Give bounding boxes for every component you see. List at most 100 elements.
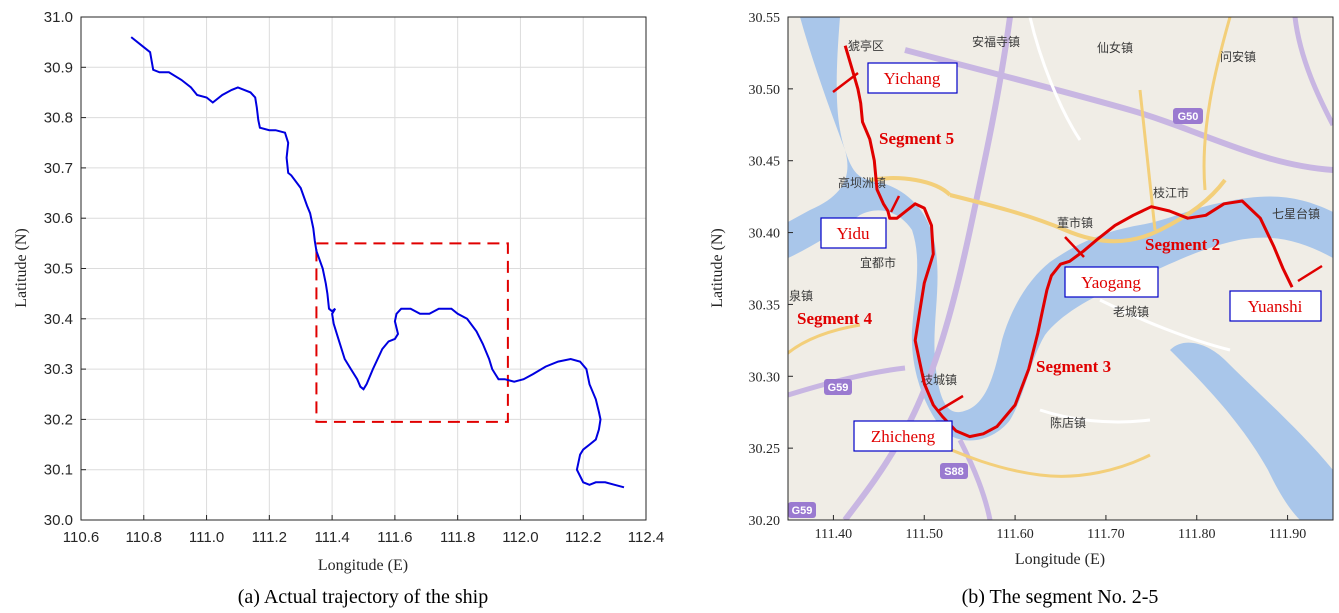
place-laocheng: 老城镇 — [1113, 305, 1149, 319]
marker-yidu — [889, 195, 901, 213]
segment-4-label: Segment 4 — [797, 309, 873, 328]
panel-b-xtick-label: 111.40 — [815, 527, 852, 542]
panel-a-xtick-label: 111.8 — [440, 529, 475, 546]
panel-b-axes-frame — [787, 16, 1334, 521]
panel-a-ytick-label: 30.7 — [44, 160, 73, 177]
panel-a-ytick-label: 30.9 — [44, 59, 73, 76]
panel-b-ticks: 111.40 111.50 111.60 111.70 111.80 111.90 30.2… — [749, 11, 1307, 542]
location-box-zhicheng — [853, 420, 953, 452]
panel-a-xtick-label: 111.0 — [189, 529, 224, 546]
map-expressway-4 — [957, 438, 993, 520]
panel-a-xtick-label: 112.0 — [502, 529, 538, 546]
road-shield-s88-label: S88 — [944, 466, 964, 478]
segment-boundary-markers — [832, 72, 1323, 413]
panel-b-ylabel: Latitude (N) — [709, 228, 726, 308]
panel-a-ytick-label: 31.0 — [44, 9, 73, 26]
panel-b-xtick-label: 111.50 — [906, 527, 943, 542]
place-zhijiang: 枝江市 — [1153, 185, 1189, 200]
location-box-yaogang — [1064, 266, 1159, 298]
map-highway-1 — [949, 178, 1227, 244]
place-zhichengzhen: 枝城镇 — [921, 372, 957, 387]
place-chendian: 陈店镇 — [1050, 415, 1086, 430]
segment-3-label: Segment 3 — [1036, 357, 1111, 376]
panel-b-ytick-label: 30.35 — [749, 298, 781, 313]
panel-a-trajectory-line — [130, 36, 625, 489]
panel-a-ytick-label: 30.4 — [44, 311, 73, 328]
panel-b-ytick-label: 30.20 — [749, 514, 781, 529]
place-wenan: 问安镇 — [1220, 49, 1256, 64]
panel-a-ytick-label: 30.6 — [44, 210, 73, 227]
map-street-2 — [1099, 298, 1231, 352]
location-yidu: Yidu — [836, 224, 870, 243]
panel-a: 110.6 110.8 111.0 111.2 111.4 111.6 111.8 112.0… — [13, 9, 664, 608]
location-yaogang: Yaogang — [1081, 273, 1141, 292]
panel-a-ytick-label: 30.0 — [44, 512, 73, 529]
location-box-yuanshi — [1229, 290, 1322, 322]
panel-b-ytick-label: 30.45 — [749, 155, 781, 170]
panel-a-ytick-label: 30.5 — [44, 261, 73, 278]
panel-a-xtick-label: 110.6 — [63, 529, 99, 546]
segment-labels: Segment 2 Segment 3 Segment 4 Segment 5 — [797, 129, 1220, 376]
panel-a-xtick-label: 111.2 — [252, 529, 287, 546]
segment-2-label: Segment 2 — [1145, 235, 1220, 254]
road-shield-g59-a — [824, 379, 852, 395]
map-highway-5 — [1202, 17, 1232, 191]
segment-5-label: Segment 5 — [879, 129, 954, 148]
map-expressway-5 — [1292, 17, 1333, 127]
panel-b-ytick-label: 30.30 — [749, 370, 781, 385]
panel-a-xtick-label: 111.4 — [314, 529, 349, 546]
marker-yaogang — [1064, 236, 1085, 258]
map-expressway-2 — [842, 17, 1013, 520]
road-shield-s88 — [940, 463, 968, 479]
panel-b-ytick-label: 30.55 — [749, 11, 781, 26]
panel-a-xtick-label: 112.2 — [565, 529, 601, 546]
panel-a-ytick-label: 30.8 — [44, 110, 73, 127]
panel-b-xtick-label: 111.70 — [1087, 527, 1124, 542]
panel-a-ticks: 110.6 110.8 111.0 111.2 111.4 111.6 111.8 112.0… — [44, 9, 664, 546]
place-qixingtai: 七星台镇 — [1272, 206, 1320, 221]
panel-a-caption: (a) Actual trajectory of the ship — [238, 586, 488, 608]
map-yangtze-river — [788, 17, 1333, 441]
place-yidushi: 宜都市 — [860, 255, 896, 270]
panel-a-ylabel: Latitude (N) — [13, 228, 30, 308]
map-highway-4 — [929, 438, 1151, 478]
panel-b-caption: (b) The segment No. 2-5 — [962, 586, 1159, 608]
marker-yichang — [832, 72, 859, 93]
road-shield-g59-b — [788, 502, 816, 518]
location-box-yichang — [867, 62, 958, 94]
map-river-branch — [1170, 342, 1333, 520]
panel-b-ytick-label: 30.25 — [749, 442, 781, 457]
road-shield-g59-b-label: G59 — [792, 505, 813, 517]
map-street-3 — [1039, 408, 1151, 424]
panel-a-xtick-label: 111.6 — [377, 529, 412, 546]
map-highway-3 — [869, 176, 952, 197]
road-shield-g50 — [1173, 108, 1203, 124]
panel-a-ytick-label: 30.1 — [44, 462, 73, 479]
panel-b-xtick-label: 111.60 — [996, 527, 1033, 542]
location-yuanshi: Yuanshi — [1248, 297, 1303, 316]
place-xiaoting: 猇亭区 — [848, 38, 884, 53]
panel-b-ytick-label: 30.50 — [749, 83, 781, 98]
map-expressway-3 — [788, 365, 906, 398]
place-xiannv: 仙女镇 — [1097, 40, 1133, 55]
map-highway-2 — [1138, 89, 1157, 231]
map-expressway-1 — [904, 47, 1333, 173]
panel-b-xtick-label: 111.90 — [1269, 527, 1306, 542]
location-zhicheng: Zhicheng — [871, 427, 936, 446]
location-box-yidu — [820, 217, 887, 249]
panel-b-trajectory-line — [843, 45, 1294, 439]
map-highway-6 — [788, 323, 861, 355]
marker-yuanshi — [1297, 264, 1323, 283]
road-shield-g50-label: G50 — [1178, 111, 1199, 123]
panel-a-ytick-label: 30.3 — [44, 361, 73, 378]
panel-a-xtick-label: 110.8 — [126, 529, 162, 546]
road-shield-g59-a-label: G59 — [828, 382, 849, 394]
marker-zhicheng — [937, 394, 964, 413]
panel-a-xtick-label: 112.4 — [628, 529, 664, 546]
map-place-names: 猇亭区 安福寺镇 仙女镇 问安镇 高坝洲镇 宜都市 董市镇 枝江市 七星台镇 老… — [789, 34, 1320, 430]
panel-b-ytick-label: 30.40 — [749, 227, 781, 242]
panel-b-xlabel: Longitude (E) — [1015, 551, 1105, 568]
place-dongshi: 董市镇 — [1057, 215, 1093, 230]
panel-a-ytick-label: 30.2 — [44, 411, 73, 428]
